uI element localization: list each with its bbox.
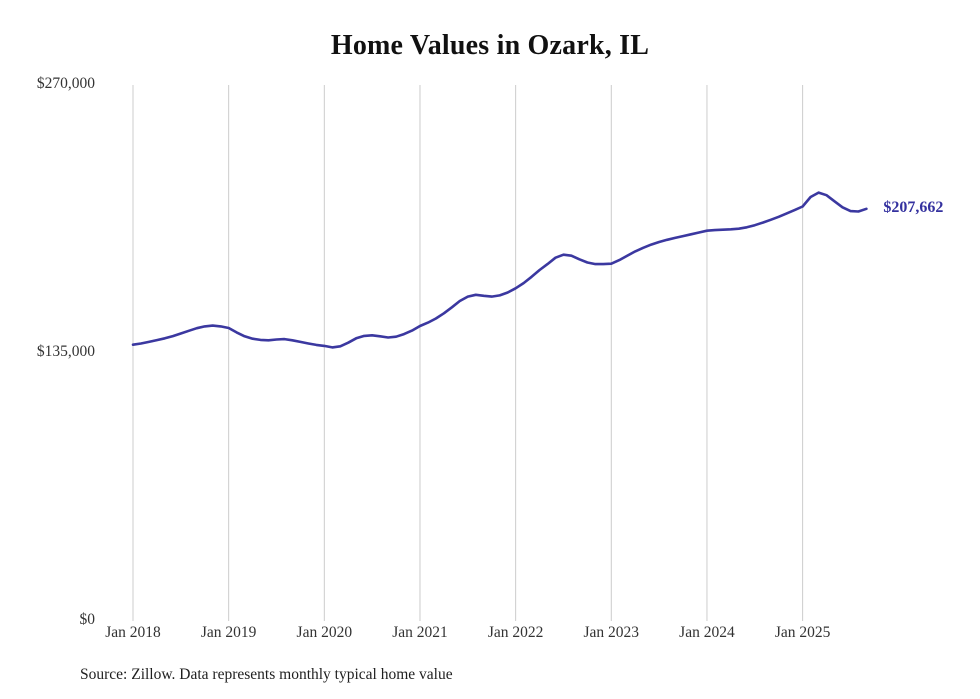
- source-note: Source: Zillow. Data represents monthly …: [80, 666, 453, 683]
- home-value-line: [131, 191, 868, 349]
- chart-title: Home Values in Ozark, IL: [330, 30, 650, 61]
- latest-value-label: $207,662: [883, 198, 944, 216]
